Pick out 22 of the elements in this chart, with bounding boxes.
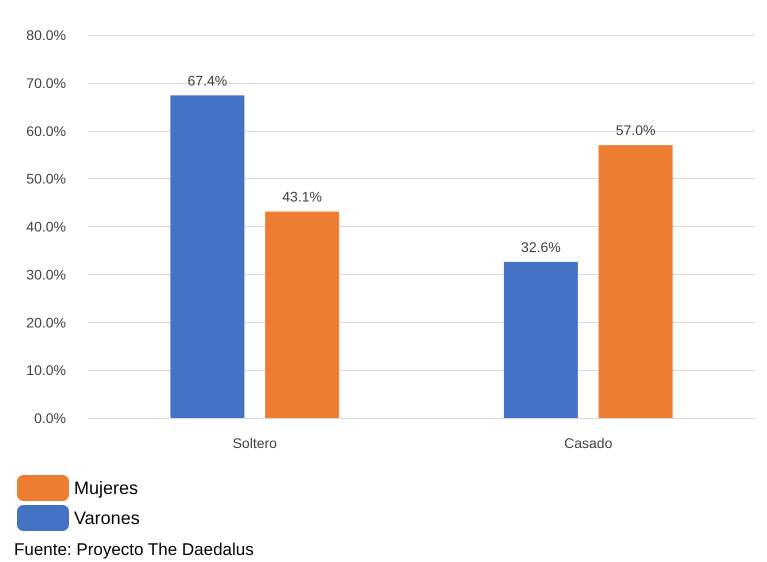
legend-label: Mujeres [74,478,138,498]
y-tick-label: 20.0% [26,314,66,330]
data-label: 57.0% [616,122,656,138]
x-tick-label: Casado [564,435,613,451]
y-tick-label: 0.0% [34,410,66,426]
bar [170,95,244,418]
x-tick-label: Soltero [232,435,278,451]
data-label: 67.4% [188,72,228,88]
y-tick-label: 30.0% [26,266,66,282]
y-tick-label: 40.0% [26,218,66,234]
bar [598,145,673,418]
y-tick-label: 10.0% [26,362,66,378]
legend-label: Varones [74,508,140,528]
y-tick-label: 80.0% [26,27,66,43]
y-tick-label: 60.0% [26,122,66,139]
data-label: 43.1% [282,188,322,205]
bar [265,212,340,418]
bar [504,262,578,418]
y-tick-label: 50.0% [26,170,66,187]
data-label: 32.6% [521,238,561,255]
source-note: Fuente: Proyecto The Daedalus [14,540,254,559]
y-tick-label: 70.0% [26,74,66,91]
